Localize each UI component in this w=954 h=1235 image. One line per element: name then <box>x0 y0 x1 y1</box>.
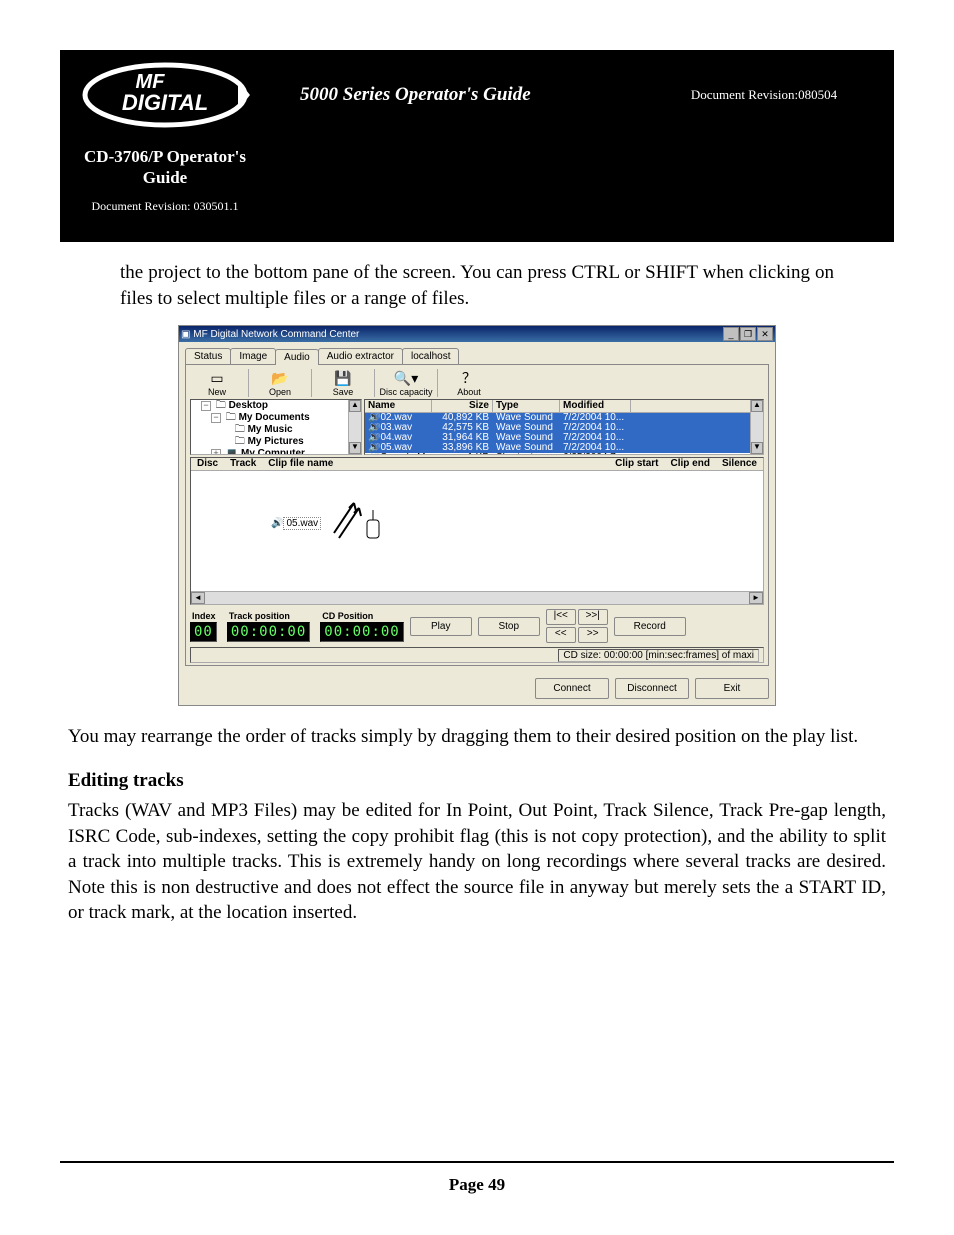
file-list[interactable]: Name Size Type Modified 🔊02.wav40,892 KB… <box>364 399 764 455</box>
tab-audio[interactable]: Audio <box>275 349 319 365</box>
editing-heading: Editing tracks <box>68 770 886 792</box>
col-type[interactable]: Type <box>493 400 560 412</box>
seek-first-button[interactable]: |<< <box>546 609 576 625</box>
editing-paragraph: Tracks (WAV and MP3 Files) may be edited… <box>68 798 886 926</box>
tree-item[interactable]: 🗀 My Music <box>201 424 361 436</box>
svg-text:DIGITAL: DIGITAL <box>122 90 208 115</box>
doc-subtitle-line2: Guide <box>60 167 270 188</box>
disconnect-button[interactable]: Disconnect <box>615 678 689 699</box>
col-modified[interactable]: Modified <box>560 400 631 412</box>
tool-save[interactable]: 💾Save <box>311 369 370 397</box>
folder-tree[interactable]: − 🗀 Desktop− 🗀 My Documents 🗀 My Music 🗀… <box>190 399 362 455</box>
trackpos-lcd: 00:00:00 <box>227 622 310 642</box>
tree-item[interactable]: 🗀 My Pictures <box>201 436 361 448</box>
page-number: Page 49 <box>60 1175 894 1195</box>
cd-size-status: CD size: 00:00:00 [min:sec:frames] of ma… <box>190 647 764 663</box>
tab-audio-extractor[interactable]: Audio extractor <box>318 348 403 364</box>
seek-last-button[interactable]: >>| <box>578 609 608 625</box>
tree-item[interactable]: − 🗀 My Documents <box>201 412 361 424</box>
window-icon: ▣ <box>181 329 190 340</box>
doc-sub-revision: Document Revision: 030501.1 <box>60 199 270 214</box>
new-icon: ▭ <box>190 369 244 387</box>
tab-image[interactable]: Image <box>230 348 276 364</box>
intro-paragraph: the project to the bottom pane of the sc… <box>120 260 834 311</box>
open-icon: 📂 <box>253 369 307 387</box>
index-lcd: 00 <box>190 622 217 642</box>
transport-bar: Index 00 Track position 00:00:00 CD Posi… <box>186 607 768 645</box>
scroll-down-icon[interactable]: ▼ <box>349 442 361 454</box>
seek-back-button[interactable]: << <box>546 627 576 643</box>
connect-button[interactable]: Connect <box>535 678 609 699</box>
exit-button[interactable]: Exit <box>695 678 769 699</box>
doc-banner: MF DIGITAL 5000 Series Operator's Guide … <box>60 50 894 242</box>
pl-col-disc[interactable]: Disc <box>191 458 224 470</box>
tool-new[interactable]: ▭New <box>190 369 244 397</box>
cdpos-label: CD Position <box>322 611 403 621</box>
seek-fwd-button[interactable]: >> <box>578 627 608 643</box>
file-row[interactable]: 🔊02.wav40,892 KBWave Sound7/2/2004 10... <box>365 413 763 423</box>
pl-col-track[interactable]: Track <box>224 458 262 470</box>
tree-item[interactable]: − 🗀 Desktop <box>201 400 361 412</box>
doc-title: 5000 Series Operator's Guide <box>270 84 634 106</box>
app-window: ▣ MF Digital Network Command Center _ ❐ … <box>178 325 776 706</box>
cdpos-lcd: 00:00:00 <box>320 622 403 642</box>
scroll-up-icon[interactable]: ▲ <box>349 400 361 412</box>
scroll-up-icon[interactable]: ▲ <box>751 400 763 412</box>
stop-button[interactable]: Stop <box>478 617 540 636</box>
col-size[interactable]: Size <box>432 400 493 412</box>
maximize-button[interactable]: ❐ <box>740 327 756 341</box>
footer-rule <box>60 1161 894 1163</box>
index-label: Index <box>192 611 217 621</box>
trackpos-label: Track position <box>229 611 310 621</box>
doc-revision: Document Revision:080504 <box>634 87 894 103</box>
toolbar: ▭New📂Open💾Save🔍▾Disc capacity？About <box>186 365 768 399</box>
pl-col-clipfile[interactable]: Clip file name <box>262 458 339 470</box>
filelist-scrollbar[interactable]: ▲ ▼ <box>750 400 763 454</box>
playlist-hscroll[interactable]: ◄ ► <box>191 591 763 604</box>
tab-pane: ▭New📂Open💾Save🔍▾Disc capacity？About − 🗀 … <box>185 364 769 666</box>
file-row[interactable]: 🔊03.wav42,575 KBWave Sound7/2/2004 10... <box>365 423 763 433</box>
save-icon: 💾 <box>316 369 370 387</box>
tree-item[interactable]: + 💻 My Computer <box>201 448 361 455</box>
scroll-right-icon[interactable]: ► <box>749 592 763 604</box>
file-row[interactable]: 🔊Sample M...1 KBShortcut6/25/2004 7... <box>365 453 763 455</box>
rearrange-paragraph: You may rearrange the order of tracks si… <box>68 724 886 750</box>
tab-localhost[interactable]: localhost <box>402 348 459 364</box>
pl-col-silence[interactable]: Silence <box>716 458 763 470</box>
doc-subtitle-line1: CD-3706/P Operator's <box>60 146 270 167</box>
tab-strip: StatusImageAudioAudio extractorlocalhost <box>179 342 775 364</box>
file-row[interactable]: 🔊05.wav33,896 KBWave Sound7/2/2004 10... <box>365 443 763 453</box>
drag-ghost: 🔊05.wav <box>271 498 389 548</box>
tab-status[interactable]: Status <box>185 348 231 364</box>
titlebar[interactable]: ▣ MF Digital Network Command Center _ ❐ … <box>179 326 775 342</box>
disc-capacity-icon: 🔍▾ <box>379 369 433 387</box>
footer-buttons: Connect Disconnect Exit <box>179 672 775 705</box>
close-button[interactable]: ✕ <box>757 327 773 341</box>
window-title: MF Digital Network Command Center <box>193 329 359 340</box>
mf-digital-logo: MF DIGITAL <box>60 50 270 140</box>
play-button[interactable]: Play <box>410 617 472 636</box>
seek-group: |<< >>| << >> <box>546 609 608 643</box>
about-icon: ？ <box>442 369 496 387</box>
scroll-down-icon[interactable]: ▼ <box>751 442 763 454</box>
record-button[interactable]: Record <box>614 617 686 636</box>
pl-col-clipstart[interactable]: Clip start <box>609 458 664 470</box>
file-row[interactable]: 🔊04.wav31,964 KBWave Sound7/2/2004 10... <box>365 433 763 443</box>
tool-disc-capacity[interactable]: 🔍▾Disc capacity <box>374 369 433 397</box>
pl-col-clipend[interactable]: Clip end <box>665 458 716 470</box>
tool-about[interactable]: ？About <box>437 369 496 397</box>
tool-open[interactable]: 📂Open <box>248 369 307 397</box>
col-name[interactable]: Name <box>365 400 432 412</box>
minimize-button[interactable]: _ <box>723 327 739 341</box>
playlist-pane[interactable]: Disc Track Clip file name Clip start Cli… <box>190 457 764 605</box>
tree-scrollbar[interactable]: ▲ ▼ <box>348 400 361 454</box>
scroll-left-icon[interactable]: ◄ <box>191 592 205 604</box>
